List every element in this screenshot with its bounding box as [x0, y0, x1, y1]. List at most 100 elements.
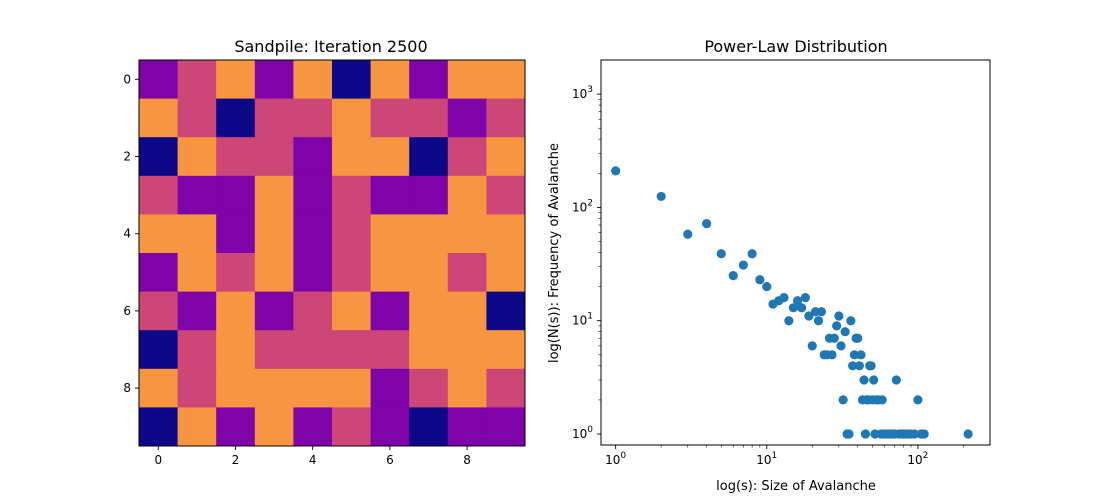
heatmap-cell — [139, 291, 179, 331]
heatmap-cell — [293, 175, 333, 215]
scatter-point — [832, 321, 842, 331]
heatmap-cell — [370, 368, 410, 408]
heatmap-xtick-label: 8 — [463, 453, 471, 467]
heatmap-cell — [254, 214, 294, 254]
heatmap-cell — [486, 330, 526, 370]
heatmap-ytick-label: 4 — [123, 227, 131, 241]
heatmap-cell — [293, 253, 333, 293]
heatmap-cell — [332, 407, 372, 447]
heatmap-cell — [293, 407, 333, 447]
scatter-point — [963, 429, 973, 439]
heatmap-cell — [332, 98, 372, 138]
heatmap-cell — [216, 330, 256, 370]
scatter-ytick-label: 102 — [572, 198, 593, 214]
scatter-point — [716, 249, 726, 259]
heatmap-cell — [177, 98, 217, 138]
heatmap-cell — [332, 60, 372, 100]
scatter-point — [869, 375, 879, 385]
scatter-frame — [600, 59, 991, 446]
scatter-xtick-label: 100 — [605, 451, 626, 467]
heatmap-cell — [216, 137, 256, 177]
heatmap-cell — [409, 60, 449, 100]
heatmap-cell — [409, 407, 449, 447]
heatmap-ytick-label: 0 — [123, 72, 131, 86]
heatmap-cell — [447, 253, 487, 293]
heatmap-xtick-label: 4 — [309, 453, 317, 467]
scatter-point — [834, 311, 844, 321]
heatmap-cell — [486, 60, 526, 100]
heatmap-cell — [332, 253, 372, 293]
heatmap-cell — [293, 137, 333, 177]
heatmap-cell — [293, 368, 333, 408]
heatmap-cell — [177, 175, 217, 215]
heatmap-cell — [332, 214, 372, 254]
scatter-point — [755, 275, 765, 285]
heatmap-cell — [139, 175, 179, 215]
heatmap-cell — [254, 253, 294, 293]
scatter-point — [656, 191, 666, 202]
heatmap-cells — [139, 60, 526, 447]
heatmap-cell — [447, 60, 487, 100]
heatmap-cell — [254, 407, 294, 447]
heatmap-cell — [332, 291, 372, 331]
heatmap-cell — [370, 98, 410, 138]
heatmap-yticks: 0 2 4 6 8 — [123, 72, 139, 395]
heatmap-cell — [177, 330, 217, 370]
heatmap-cell — [332, 137, 372, 177]
heatmap-cell — [177, 60, 217, 100]
heatmap-cell — [177, 407, 217, 447]
power-law-scatter: Power-Law Distribution 100 101 102 100 101 1… — [547, 37, 991, 494]
heatmap-ytick-label: 2 — [123, 150, 131, 164]
heatmap-cell — [409, 291, 449, 331]
heatmap-cell — [216, 60, 256, 100]
scatter-xtick-label: 101 — [756, 451, 777, 467]
heatmap-cell — [216, 175, 256, 215]
heatmap-cell — [139, 368, 179, 408]
heatmap-cell — [370, 330, 410, 370]
scatter-point — [853, 333, 863, 343]
heatmap-cell — [177, 253, 217, 293]
heatmap-cell — [254, 98, 294, 138]
scatter-point — [849, 350, 859, 360]
scatter-ytick-label: 101 — [572, 312, 593, 328]
scatter-point — [919, 429, 929, 439]
heatmap-xticks: 0 2 4 6 8 — [154, 446, 471, 467]
heatmap-cell — [139, 330, 179, 370]
heatmap-cell — [254, 175, 294, 215]
heatmap-cell — [447, 214, 487, 254]
heatmap-cell — [447, 291, 487, 331]
heatmap-cell — [332, 368, 372, 408]
scatter-point — [747, 249, 757, 259]
heatmap-cell — [139, 98, 179, 138]
scatter-point — [816, 307, 827, 317]
scatter-point — [728, 271, 738, 281]
heatmap-cell — [177, 368, 217, 408]
heatmap-cell — [216, 214, 256, 254]
heatmap-cell — [409, 214, 449, 254]
heatmap-cell — [254, 291, 294, 331]
scatter-point — [793, 296, 803, 306]
scatter-title: Power-Law Distribution — [704, 37, 887, 56]
heatmap-cell — [216, 253, 256, 293]
scatter-point — [854, 361, 864, 371]
heatmap-cell — [254, 60, 294, 100]
heatmap-cell — [409, 137, 449, 177]
heatmap-cell — [216, 407, 256, 447]
scatter-point — [827, 350, 837, 360]
scatter-point — [829, 333, 839, 343]
heatmap-xtick-label: 0 — [154, 453, 162, 467]
heatmap-cell — [447, 407, 487, 447]
scatter-yticks: 100 101 102 103 — [572, 85, 601, 441]
scatter-point — [860, 429, 871, 439]
heatmap-cell — [409, 330, 449, 370]
scatter-xticks: 100 101 102 — [605, 445, 964, 467]
heatmap-cell — [370, 253, 410, 293]
scatter-point — [611, 166, 621, 176]
heatmap-cell — [370, 214, 410, 254]
scatter-point — [848, 361, 858, 371]
scatter-xtick-label: 102 — [907, 451, 928, 467]
heatmap-cell — [447, 330, 487, 370]
scatter-point — [807, 341, 817, 351]
heatmap-cell — [293, 214, 333, 254]
